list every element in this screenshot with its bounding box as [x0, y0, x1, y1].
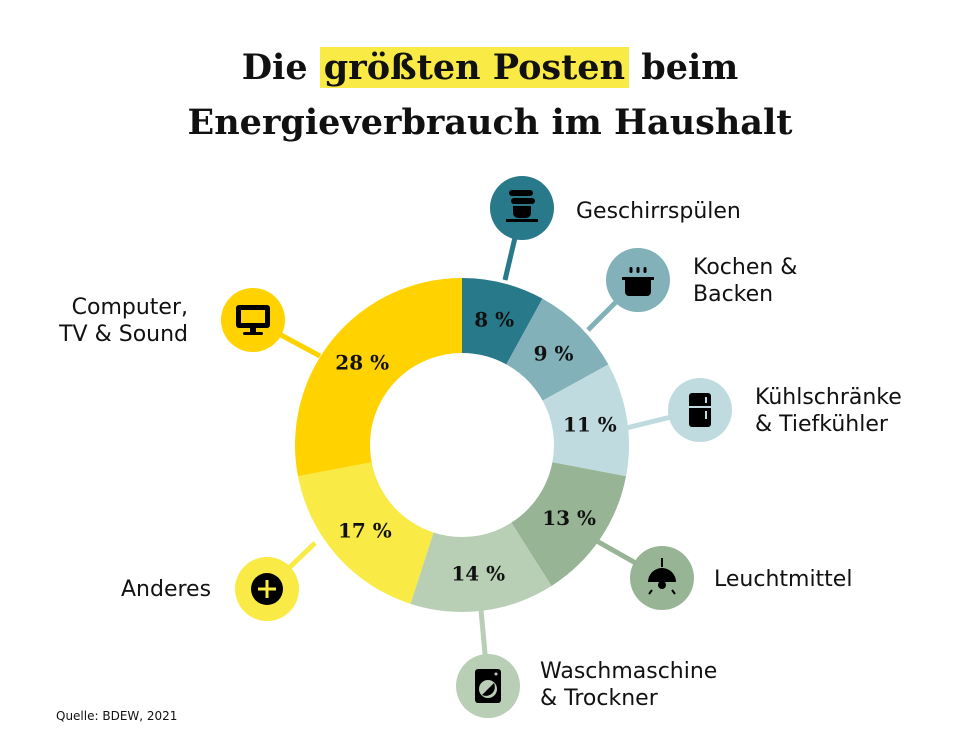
title-line2: Energieverbrauch im Haushalt: [187, 102, 793, 143]
data-label: 28 %: [335, 350, 389, 374]
donut-segment: [506, 298, 609, 401]
category-label: Kühlschränke & Tiefkühler: [755, 385, 902, 437]
category-label: Computer, TV & Sound: [59, 295, 188, 347]
monitor-icon: [221, 288, 285, 352]
category-label: Waschmaschine & Trockner: [540, 659, 718, 711]
source-note: Quelle: BDEW, 2021: [56, 709, 178, 723]
data-label: 14 %: [451, 561, 505, 585]
fridge-icon: [668, 378, 732, 442]
washing-machine-icon: [456, 654, 520, 718]
category-label: Kochen & Backen: [693, 255, 798, 307]
plus-icon: [235, 557, 299, 621]
pot-icon: [606, 248, 670, 312]
lamp-icon: [630, 546, 694, 610]
title-text: Die: [241, 47, 320, 88]
data-label: 11 %: [563, 413, 617, 437]
donut-segment: [542, 364, 629, 477]
donut-segment: [410, 522, 552, 612]
data-label: 17 %: [338, 519, 392, 543]
category-label: Leuchtmittel: [714, 567, 853, 592]
data-label: 8 %: [474, 308, 514, 332]
donut-segment: [297, 462, 434, 604]
data-label: 9 %: [534, 341, 574, 365]
donut-segment: [294, 277, 462, 477]
title-highlight: größten Posten: [319, 47, 630, 88]
title-text: beim: [629, 47, 739, 88]
category-label: Geschirrspülen: [576, 199, 741, 224]
chart-title: Die größten Posten beim Energieverbrauch…: [0, 40, 980, 150]
donut-segment: [511, 462, 627, 587]
category-label: Anderes: [121, 577, 212, 602]
dishes-icon: [490, 176, 554, 240]
data-label: 13 %: [542, 506, 596, 530]
donut-segment: [462, 278, 543, 365]
